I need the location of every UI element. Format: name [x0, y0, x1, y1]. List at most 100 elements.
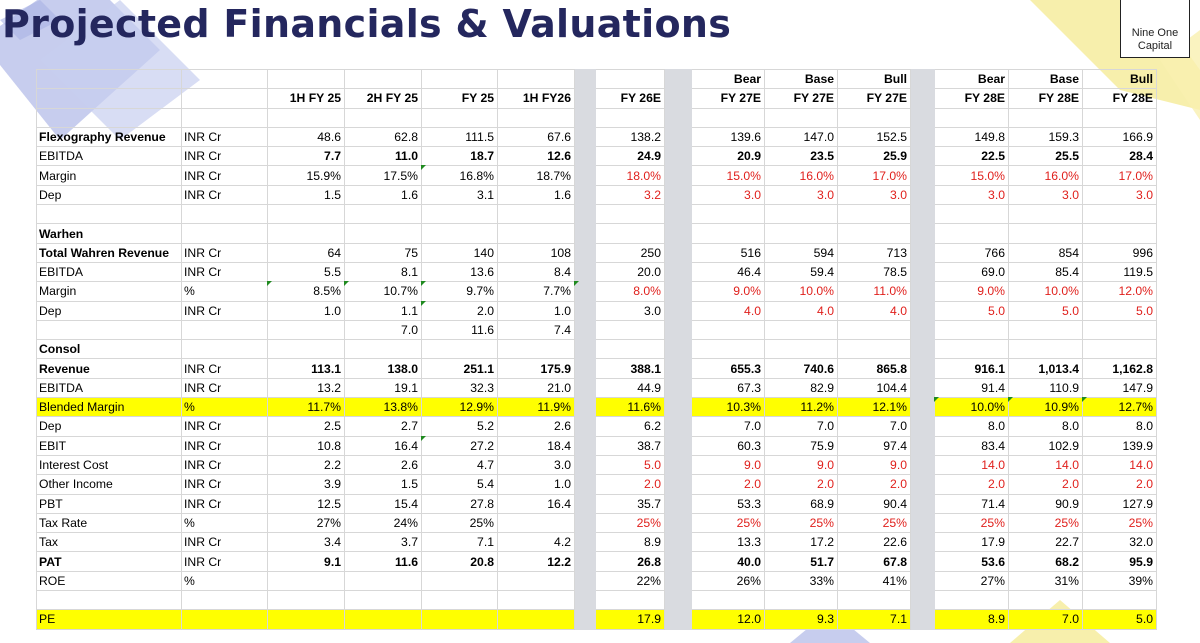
historical-value: 10.7%: [344, 281, 422, 302]
fy28-value: 25%: [934, 512, 1009, 534]
historical-value: 18.7: [421, 146, 498, 167]
historical-value: 15.4: [344, 493, 422, 514]
fy27-value: 7.0: [691, 416, 765, 437]
fy27-value: 17.2: [764, 532, 838, 553]
historical-value: 1.5: [267, 184, 345, 206]
empty-cell: [934, 107, 1009, 128]
historical-value: [344, 223, 422, 244]
fy28-value: 5.0: [1008, 300, 1083, 321]
historical-value: 11.9%: [497, 397, 575, 418]
row-label: EBIT: [36, 435, 182, 456]
empty-cell: [181, 107, 268, 128]
table-row: Flexography Revenue INR Cr 48.6 62.8 111.5 67…: [36, 126, 1157, 148]
historical-value: [344, 609, 422, 630]
comment-marker-icon: [421, 436, 426, 441]
fy28-value: 10.0%: [1008, 281, 1083, 302]
column-separator: [574, 435, 596, 456]
row-label: EBITDA: [36, 261, 182, 283]
table-row: PBT INR Cr 12.5 15.4 27.8 16.4 35.7 53.3 68.9 90.…: [36, 493, 1157, 514]
empty-cell: [1008, 204, 1083, 225]
fy27-value: 4.0: [764, 300, 838, 321]
historical-value: [267, 223, 345, 244]
historical-value: 11.6: [344, 551, 422, 572]
historical-value: 9.1: [267, 551, 345, 572]
column-separator: [664, 454, 692, 476]
column-separator: [664, 377, 692, 399]
historical-value: 16.8%: [421, 165, 498, 186]
header-cell: FY 26E: [595, 88, 665, 109]
historical-value: 11.0: [344, 146, 422, 167]
header-cell: FY 27E: [764, 88, 838, 109]
historical-value: [421, 609, 498, 630]
fy28-value: 32.0: [1082, 532, 1157, 553]
fy28-value: [1008, 319, 1083, 341]
fy27-value: 9.0%: [691, 281, 765, 302]
header-cell: [181, 88, 268, 109]
column-separator: [910, 532, 935, 553]
fy26-value: [595, 223, 665, 244]
historical-value: 7.7: [267, 146, 345, 167]
table-row: [36, 107, 1157, 128]
fy28-value: 102.9: [1008, 435, 1083, 456]
row-unit: INR Cr: [181, 242, 268, 263]
historical-value: [497, 223, 575, 244]
fy28-value: [1082, 319, 1157, 341]
fy28-value: 8.0: [1008, 416, 1083, 437]
historical-value: 3.0: [497, 454, 575, 476]
fy28-value: 69.0: [934, 261, 1009, 283]
row-unit: INR Cr: [181, 532, 268, 553]
historical-value: 15.9%: [267, 165, 345, 186]
fy26-value: 11.6%: [595, 397, 665, 418]
fy27-value: 26%: [691, 570, 765, 592]
column-separator: [664, 435, 692, 456]
fy28-value: 916.1: [934, 358, 1009, 379]
empty-cell: [497, 590, 575, 611]
column-separator: [574, 339, 596, 360]
fy27-value: 22.6: [837, 532, 911, 553]
fy27-value: 713: [837, 242, 911, 263]
row-unit: %: [181, 397, 268, 418]
fy26-value: 24.9: [595, 146, 665, 167]
fy28-value: [1082, 339, 1157, 360]
fy27-value: 68.9: [764, 493, 838, 514]
fy27-value: 4.0: [691, 300, 765, 321]
fy28-value: 7.0: [1008, 609, 1083, 630]
empty-cell: [36, 204, 182, 225]
fy28-value: 28.4: [1082, 146, 1157, 167]
column-separator: [574, 261, 596, 283]
historical-value: 18.7%: [497, 165, 575, 186]
column-separator: [910, 223, 935, 244]
row-unit: INR Cr: [181, 474, 268, 495]
historical-value: 12.6: [497, 146, 575, 167]
fy28-value: [1082, 223, 1157, 244]
historical-value: 62.8: [344, 126, 422, 148]
fy28-value: [1008, 339, 1083, 360]
historical-value: 48.6: [267, 126, 345, 148]
header-cell: Bear: [691, 68, 765, 90]
fy27-value: 7.1: [837, 609, 911, 630]
row-unit: INR Cr: [181, 551, 268, 572]
fy27-value: 3.0: [764, 184, 838, 206]
fy28-value: 12.0%: [1082, 281, 1157, 302]
column-separator: [574, 590, 596, 611]
fy27-value: 152.5: [837, 126, 911, 148]
column-separator: [664, 512, 692, 534]
column-separator: [910, 68, 935, 90]
fy27-value: 33%: [764, 570, 838, 592]
fy26-value: 38.7: [595, 435, 665, 456]
header-cell: FY 27E: [691, 88, 765, 109]
column-separator: [664, 281, 692, 302]
fy27-value: 4.0: [837, 300, 911, 321]
fy27-value: [691, 339, 765, 360]
column-separator: [910, 339, 935, 360]
row-label: Revenue: [36, 358, 182, 379]
row-unit: INR Cr: [181, 454, 268, 476]
comment-marker-icon: [934, 397, 939, 402]
column-separator: [910, 397, 935, 418]
fy28-value: 996: [1082, 242, 1157, 263]
row-label: Dep: [36, 416, 182, 437]
empty-cell: [497, 204, 575, 225]
historical-value: 4.7: [421, 454, 498, 476]
fy28-value: 110.9: [1008, 377, 1083, 399]
fy27-value: 2.0: [691, 474, 765, 495]
